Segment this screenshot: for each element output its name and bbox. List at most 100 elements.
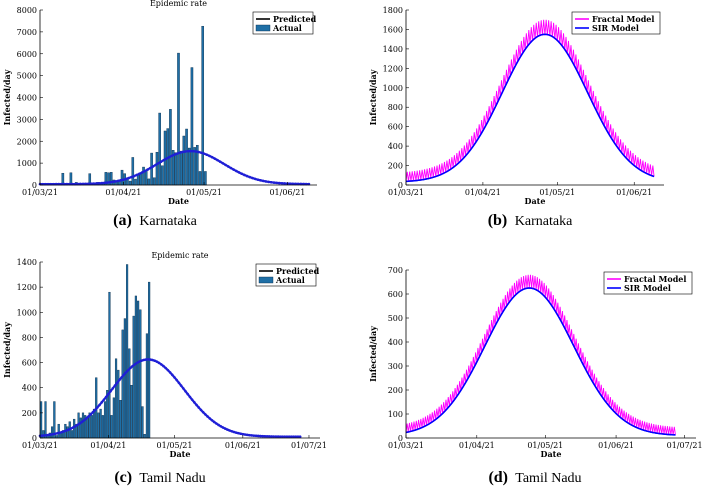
series-point-predicted: [184, 389, 187, 393]
bar-actual: [99, 408, 102, 439]
series-point-predicted: [76, 423, 79, 427]
bar-actual: [174, 152, 178, 186]
series-point-predicted: [253, 177, 257, 181]
bar-actual: [130, 385, 133, 439]
series-point-predicted: [170, 154, 174, 158]
y-tick-label: 2000: [17, 137, 37, 146]
series-point-predicted: [124, 371, 128, 374]
bar-actual: [177, 52, 180, 186]
series-point-predicted: [100, 401, 104, 404]
series-point-predicted: [95, 182, 98, 185]
caption-b: (b) Karnataka: [488, 212, 573, 229]
series-point-predicted: [135, 173, 139, 177]
y-tick-label: 5000: [17, 72, 37, 81]
series-point-predicted: [239, 432, 242, 436]
x-tick-label: 01/05/21: [539, 188, 575, 197]
series-point-predicted: [217, 423, 220, 427]
series-point-predicted: [210, 418, 214, 422]
series-point-predicted: [93, 408, 97, 412]
series-line-sir: [405, 287, 676, 436]
y-tick-label: 3000: [17, 115, 37, 124]
series-point-predicted: [168, 371, 172, 374]
series-point-predicted: [71, 426, 75, 429]
series-point-predicted: [291, 182, 295, 186]
series-point-predicted: [170, 373, 174, 377]
bar-actual: [134, 295, 137, 439]
bar-actual: [119, 400, 122, 439]
series-point-predicted: [254, 434, 258, 438]
legend-label-predicted: Predicted: [273, 14, 317, 24]
series-point-predicted: [118, 378, 121, 382]
y-tick-label: 7000: [17, 28, 37, 37]
bar-actual: [108, 291, 111, 439]
series-point-predicted: [221, 426, 225, 429]
bar-actual: [193, 147, 196, 186]
bar-actual: [136, 174, 140, 186]
bar-actual: [153, 177, 156, 186]
legend-label-predicted: Predicted: [276, 266, 320, 276]
series-point-predicted: [155, 360, 159, 363]
y-tick-label: 1000: [383, 84, 403, 93]
series-point-predicted: [221, 161, 225, 165]
series-point-predicted: [228, 429, 231, 432]
series-point-predicted: [115, 381, 119, 385]
series-point-predicted: [245, 174, 249, 178]
series-point-predicted: [97, 182, 101, 185]
y-tick-label: 200: [388, 386, 403, 395]
series-point-predicted: [275, 181, 278, 185]
series-point-predicted: [261, 179, 265, 183]
series-point-predicted: [215, 422, 218, 425]
series-point-predicted: [226, 428, 229, 431]
series-point-predicted: [43, 434, 46, 437]
series-point-predicted: [219, 424, 223, 428]
series-point-predicted: [294, 182, 297, 186]
series-point-predicted: [126, 368, 130, 372]
series-point-predicted: [162, 364, 165, 368]
series-point-predicted: [178, 151, 182, 155]
bar-actual: [90, 415, 93, 439]
y-tick-label: 1400: [17, 258, 37, 267]
series-point-predicted: [292, 435, 295, 439]
series-point-predicted: [202, 152, 206, 155]
series-line-sir: [405, 33, 655, 183]
series-point-predicted: [267, 435, 271, 438]
caption-letter: (a): [113, 212, 132, 229]
series-point-predicted: [195, 403, 198, 407]
bar-actual: [137, 300, 140, 439]
x-tick-label: 01/03/21: [388, 441, 424, 450]
x-tick-label: 01/05/21: [157, 441, 193, 450]
series-point-predicted: [78, 422, 81, 425]
y-tick-label: 0: [32, 181, 37, 190]
series-point-predicted: [264, 180, 268, 183]
series-point-predicted: [213, 157, 217, 160]
series-line-sir: [405, 287, 676, 436]
series-point-predicted: [96, 406, 99, 409]
bar-actual: [123, 318, 126, 439]
bar-actual: [145, 333, 149, 439]
series-point-predicted: [288, 182, 292, 186]
x-tick-label: 01/07/21: [667, 441, 703, 450]
series-point-predicted: [201, 410, 205, 414]
series-point-predicted: [151, 165, 155, 168]
y-tick-label: 300: [388, 362, 403, 371]
panel-c-tamil-nadu-epidemic-rate: Epidemic rate 0 200 400 600 800 1000 1200 1400 01…: [2, 251, 327, 459]
series-point-predicted: [116, 179, 120, 183]
series-point-predicted: [122, 373, 126, 377]
y-tick-label: 800: [388, 103, 403, 112]
series-point-predicted: [197, 406, 201, 409]
series-point-predicted: [87, 415, 90, 418]
y-tick-label: 200: [388, 162, 403, 171]
series-point-predicted: [146, 358, 150, 361]
series-point-predicted: [73, 424, 77, 428]
series-point-predicted: [47, 433, 51, 437]
series-point-predicted: [107, 392, 110, 396]
series-point-predicted: [159, 160, 163, 163]
series-point-predicted: [272, 435, 276, 438]
series-point-predicted: [252, 434, 256, 437]
panel-a-karnataka-epidemic-rate: Epidemic rate 0 1000 2000 3000 4000 5000 6000 70…: [2, 0, 317, 206]
series-line-predicted: [40, 149, 309, 186]
bar-actual: [134, 178, 137, 186]
series-point-predicted: [142, 358, 145, 362]
series-point-predicted: [127, 176, 131, 180]
x-tick-label: 01/03/21: [22, 188, 58, 197]
